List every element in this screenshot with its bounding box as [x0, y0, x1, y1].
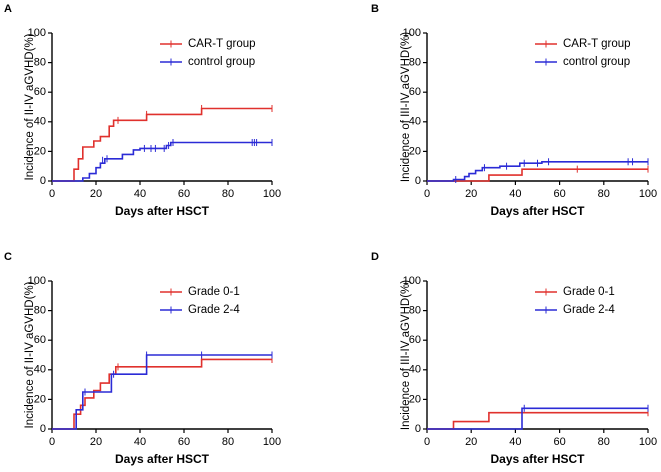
panel-label: D: [371, 251, 379, 263]
chart-panel-D: D 0 20 40 60 80 100 0 20 40 60 80 100 Days after HSCT…: [371, 251, 657, 466]
series-line: [427, 161, 648, 182]
x-tick-label: 100: [639, 188, 657, 200]
x-tick-label: 100: [263, 436, 281, 448]
x-tick-label: 80: [222, 436, 234, 448]
x-tick-label: 60: [553, 436, 565, 448]
panel-label: A: [4, 3, 12, 15]
series-line: [52, 141, 272, 182]
y-tick-label: 20: [34, 393, 46, 405]
y-tick-label: 40: [409, 364, 421, 376]
x-tick-label: 20: [465, 188, 477, 200]
x-tick-label: 60: [178, 436, 190, 448]
legend-label: CAR-T group: [188, 38, 256, 50]
series-1: [52, 139, 273, 182]
legend-label: control group: [563, 56, 630, 68]
y-tick-label: 100: [28, 27, 46, 39]
y-tick-label: 20: [409, 393, 421, 405]
legend-label: Grade 0-1: [188, 286, 240, 298]
series-0: [52, 104, 273, 182]
x-tick-label: 20: [465, 436, 477, 448]
y-tick-label: 40: [34, 364, 46, 376]
x-axis-label: Days after HSCT: [490, 204, 585, 218]
y-tick-label: 100: [403, 27, 421, 39]
x-axis-label: Days after HSCT: [115, 452, 210, 466]
x-tick-label: 0: [49, 188, 55, 200]
y-tick-label: 80: [409, 57, 421, 69]
x-axis-label: Days after HSCT: [490, 452, 585, 466]
y-tick-label: 60: [409, 334, 421, 346]
series-line: [427, 411, 648, 430]
y-tick-label: 60: [34, 334, 46, 346]
x-tick-label: 20: [90, 188, 102, 200]
x-tick-label: 0: [424, 436, 430, 448]
chart-panel-A: A 0 20 40 60 80 100 0 20 40 60 80 100 Days after HSCT…: [4, 3, 281, 218]
x-tick-label: 0: [424, 188, 430, 200]
series-1: [52, 351, 273, 430]
y-tick-label: 80: [34, 57, 46, 69]
x-tick-label: 40: [509, 188, 521, 200]
y-tick-label: 40: [34, 116, 46, 128]
chart-panel-C: C 0 20 40 60 80 100 0 20 40 60 80 100 Days after HSCT…: [4, 251, 281, 466]
y-tick-label: 0: [40, 423, 46, 435]
legend-label: Grade 0-1: [563, 286, 615, 298]
x-tick-label: 80: [598, 436, 610, 448]
y-tick-label: 100: [28, 275, 46, 287]
series-line: [52, 354, 272, 430]
panel-label: B: [371, 3, 379, 15]
x-tick-label: 100: [639, 436, 657, 448]
legend-label: Grade 2-4: [563, 304, 615, 316]
y-tick-label: 0: [415, 423, 421, 435]
x-tick-label: 40: [509, 436, 521, 448]
legend-label: Grade 2-4: [188, 304, 240, 316]
x-tick-label: 80: [598, 188, 610, 200]
y-tick-label: 0: [415, 175, 421, 187]
series-1: [427, 404, 649, 430]
x-tick-label: 80: [222, 188, 234, 200]
panel-label: C: [4, 251, 12, 263]
y-tick-label: 80: [34, 305, 46, 317]
y-tick-label: 0: [40, 175, 46, 187]
series-1: [427, 158, 649, 184]
y-axis-label: Incidence of II-IV aGVHD(%): [24, 33, 36, 180]
series-line: [52, 107, 272, 182]
x-tick-label: 100: [263, 188, 281, 200]
series-line: [52, 358, 272, 430]
series-line: [427, 168, 648, 182]
x-axis-label: Days after HSCT: [115, 204, 210, 218]
y-tick-label: 80: [409, 305, 421, 317]
y-axis-label: Incidence of III-IV aGVHD(%): [400, 280, 412, 430]
y-axis-label: Incidence of II-IV aGVHD(%): [24, 281, 36, 428]
y-tick-label: 20: [34, 145, 46, 157]
legend-label: control group: [188, 56, 255, 68]
chart-panel-B: B 0 20 40 60 80 100 0 20 40 60 80 100 Days after HSCT…: [371, 3, 657, 218]
series-0: [427, 165, 649, 182]
y-tick-label: 100: [403, 275, 421, 287]
x-tick-label: 0: [49, 436, 55, 448]
y-tick-label: 60: [409, 86, 421, 98]
y-tick-label: 40: [409, 116, 421, 128]
x-tick-label: 60: [178, 188, 190, 200]
y-axis-label: Incidence of III-IV aGVHD(%): [400, 32, 412, 182]
series-0: [427, 409, 649, 430]
y-tick-label: 20: [409, 145, 421, 157]
y-tick-label: 60: [34, 86, 46, 98]
x-tick-label: 60: [553, 188, 565, 200]
x-tick-label: 40: [134, 188, 146, 200]
legend-label: CAR-T group: [563, 38, 631, 50]
series-line: [427, 407, 648, 430]
x-tick-label: 20: [90, 436, 102, 448]
x-tick-label: 40: [134, 436, 146, 448]
